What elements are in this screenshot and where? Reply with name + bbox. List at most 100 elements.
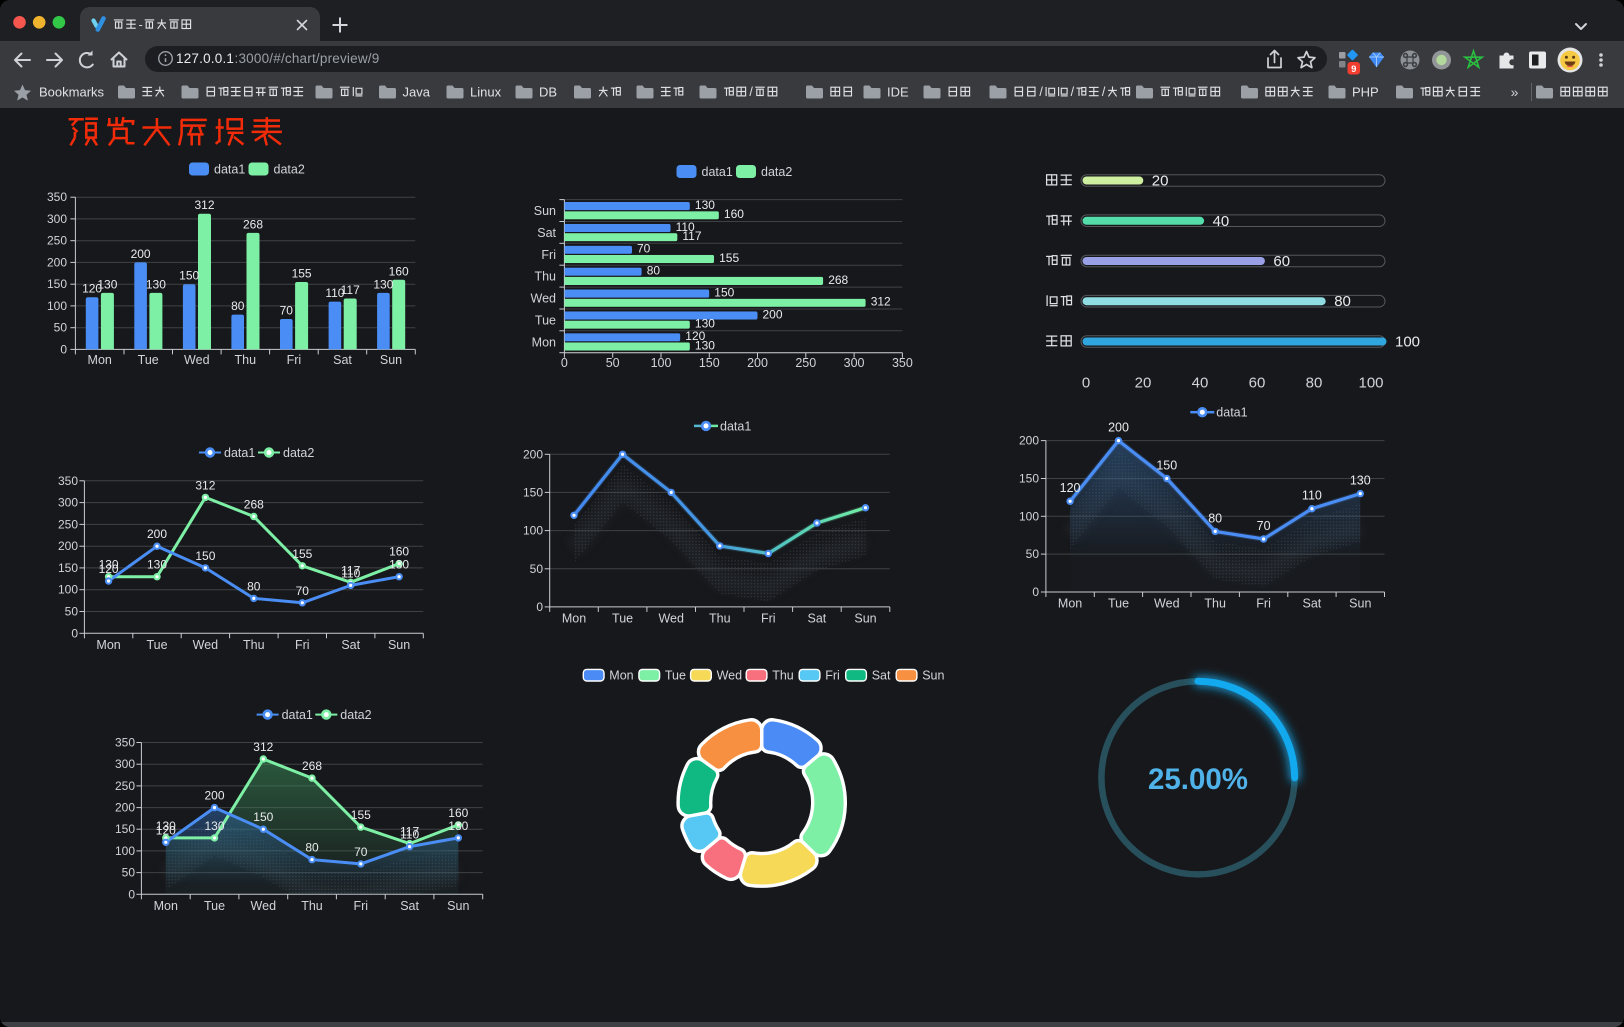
svg-text:100: 100 bbox=[1019, 509, 1039, 523]
svg-text:100: 100 bbox=[523, 524, 543, 538]
svg-text:/: / bbox=[1102, 85, 1106, 99]
svg-text:Thu: Thu bbox=[1204, 597, 1226, 611]
svg-text:130: 130 bbox=[146, 277, 166, 291]
svg-text:50: 50 bbox=[65, 605, 79, 619]
svg-text:data2: data2 bbox=[761, 165, 792, 179]
svg-text:PHP: PHP bbox=[1352, 85, 1379, 100]
svg-text:200: 200 bbox=[147, 527, 167, 541]
svg-text:Sat: Sat bbox=[537, 226, 556, 240]
svg-text:Thu: Thu bbox=[235, 353, 257, 367]
svg-text:/: / bbox=[749, 85, 753, 99]
svg-text:60: 60 bbox=[1249, 375, 1266, 392]
svg-text:Wed: Wed bbox=[251, 899, 277, 913]
svg-text:0: 0 bbox=[60, 342, 67, 356]
svg-text:80: 80 bbox=[305, 841, 319, 855]
svg-text:200: 200 bbox=[58, 539, 78, 553]
svg-text:250: 250 bbox=[58, 517, 78, 531]
svg-text:80: 80 bbox=[647, 264, 661, 278]
svg-text:150: 150 bbox=[1019, 472, 1039, 486]
svg-text:Mon: Mon bbox=[1058, 597, 1082, 611]
svg-text:20: 20 bbox=[1152, 173, 1169, 190]
svg-text:»: » bbox=[1511, 84, 1519, 100]
svg-text:Sun: Sun bbox=[854, 612, 876, 626]
svg-text:Mon: Mon bbox=[96, 638, 120, 652]
svg-text:150: 150 bbox=[195, 549, 215, 563]
svg-text:200: 200 bbox=[47, 255, 67, 269]
svg-text:100: 100 bbox=[58, 583, 78, 597]
svg-text:70: 70 bbox=[354, 845, 368, 859]
svg-text:160: 160 bbox=[389, 264, 409, 278]
svg-text:Sun: Sun bbox=[447, 899, 469, 913]
svg-text:155: 155 bbox=[292, 267, 312, 281]
svg-text:268: 268 bbox=[302, 759, 322, 773]
svg-text:350: 350 bbox=[47, 190, 67, 204]
svg-text:Thu: Thu bbox=[243, 638, 265, 652]
svg-text:40: 40 bbox=[1213, 213, 1230, 230]
svg-text:100: 100 bbox=[1358, 375, 1383, 392]
svg-text:160: 160 bbox=[389, 545, 409, 559]
svg-text:300: 300 bbox=[58, 496, 78, 510]
svg-text:120: 120 bbox=[82, 282, 102, 296]
svg-text:130: 130 bbox=[695, 317, 715, 331]
svg-text:80: 80 bbox=[1208, 511, 1222, 525]
svg-text:Mon: Mon bbox=[532, 335, 556, 349]
svg-text:80: 80 bbox=[231, 299, 245, 313]
svg-text:Fri: Fri bbox=[761, 612, 776, 626]
svg-text:130: 130 bbox=[99, 558, 119, 572]
svg-text:117: 117 bbox=[341, 563, 360, 577]
svg-text:Thu: Thu bbox=[772, 669, 794, 683]
svg-text:150: 150 bbox=[523, 485, 543, 499]
svg-text:160: 160 bbox=[448, 806, 468, 820]
svg-text:130: 130 bbox=[147, 558, 167, 572]
svg-text:127.0.0.1: 127.0.0.1 bbox=[176, 51, 234, 66]
svg-text:50: 50 bbox=[122, 866, 136, 880]
svg-text:155: 155 bbox=[719, 251, 739, 265]
svg-text:0: 0 bbox=[128, 887, 135, 901]
svg-text:Fri: Fri bbox=[825, 669, 840, 683]
svg-text:130: 130 bbox=[97, 277, 117, 291]
svg-text:data1: data1 bbox=[282, 708, 313, 722]
svg-text:130: 130 bbox=[695, 338, 715, 352]
svg-text:155: 155 bbox=[351, 808, 371, 822]
svg-text:Wed: Wed bbox=[658, 612, 684, 626]
svg-text:Sat: Sat bbox=[333, 353, 352, 367]
svg-text:130: 130 bbox=[204, 819, 224, 833]
svg-text:data2: data2 bbox=[274, 163, 305, 177]
svg-text:50: 50 bbox=[530, 562, 544, 576]
svg-text:0: 0 bbox=[536, 600, 543, 614]
svg-text:Mon: Mon bbox=[562, 612, 586, 626]
svg-text:200: 200 bbox=[131, 247, 151, 261]
svg-text:70: 70 bbox=[1257, 519, 1271, 533]
svg-text:Sat: Sat bbox=[872, 669, 891, 683]
svg-text:312: 312 bbox=[253, 740, 273, 754]
svg-text:300: 300 bbox=[844, 356, 865, 370]
svg-text:data1: data1 bbox=[224, 446, 255, 460]
svg-text:120: 120 bbox=[1060, 481, 1081, 495]
svg-text:Wed: Wed bbox=[717, 669, 743, 683]
svg-text:110: 110 bbox=[1302, 489, 1322, 503]
svg-text:250: 250 bbox=[795, 356, 816, 370]
svg-text:data2: data2 bbox=[283, 446, 314, 460]
svg-text:Thu: Thu bbox=[534, 270, 556, 284]
svg-text:110: 110 bbox=[676, 220, 695, 234]
svg-text:50: 50 bbox=[606, 356, 620, 370]
svg-text:Tue: Tue bbox=[146, 638, 167, 652]
svg-text:9: 9 bbox=[1351, 64, 1356, 75]
svg-text:Sat: Sat bbox=[341, 638, 360, 652]
svg-text:Fri: Fri bbox=[354, 899, 369, 913]
svg-text:150: 150 bbox=[115, 822, 135, 836]
svg-text:110: 110 bbox=[400, 828, 419, 842]
svg-text:312: 312 bbox=[194, 198, 214, 212]
svg-text:Tue: Tue bbox=[204, 899, 225, 913]
svg-text:200: 200 bbox=[747, 356, 768, 370]
svg-text:Tue: Tue bbox=[535, 313, 556, 327]
svg-text:data1: data1 bbox=[702, 165, 733, 179]
svg-text:data1: data1 bbox=[214, 163, 245, 177]
svg-text:120: 120 bbox=[99, 562, 119, 576]
svg-text::3000/#/chart/preview/9: :3000/#/chart/preview/9 bbox=[235, 51, 380, 66]
svg-text:200: 200 bbox=[523, 447, 543, 461]
svg-text:40: 40 bbox=[1192, 375, 1209, 392]
svg-text:Wed: Wed bbox=[531, 292, 557, 306]
svg-text:Sun: Sun bbox=[388, 638, 410, 652]
svg-text:300: 300 bbox=[47, 212, 67, 226]
